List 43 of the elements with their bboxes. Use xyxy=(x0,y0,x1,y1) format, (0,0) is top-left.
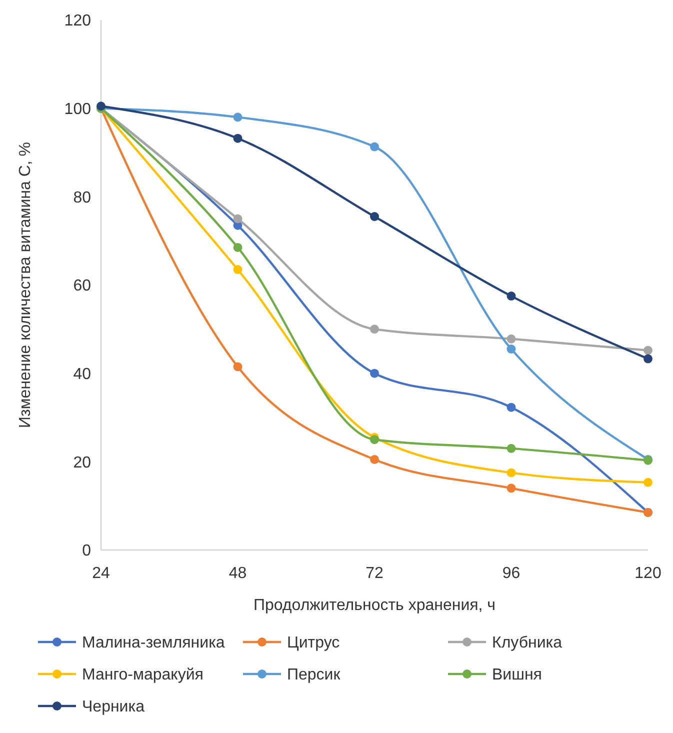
point xyxy=(506,484,516,493)
x-axis-title: Продолжительность хранения, ч xyxy=(253,597,496,614)
legend-label: Малина-земляника xyxy=(82,634,225,652)
point xyxy=(644,478,652,487)
y-tick-label: 120 xyxy=(64,12,92,30)
y-tick-label: 80 xyxy=(73,189,92,206)
y-tick-label: 60 xyxy=(73,278,92,295)
x-tick-label: 120 xyxy=(634,565,662,582)
point xyxy=(233,362,242,372)
point xyxy=(506,292,516,301)
x-tick-label: 96 xyxy=(502,565,520,582)
point xyxy=(233,265,242,274)
point xyxy=(370,142,379,152)
x-tick-label: 24 xyxy=(92,565,110,582)
point xyxy=(233,214,242,224)
y-axis-title: Изменение количества витамина С, % xyxy=(17,142,34,428)
legend-label: Черника xyxy=(82,698,145,716)
y-tick-label: 20 xyxy=(73,454,92,472)
point xyxy=(370,454,379,464)
point xyxy=(370,435,379,444)
point xyxy=(506,344,516,354)
x-tick-label: 48 xyxy=(228,565,247,582)
legend-label: Цитрус xyxy=(287,634,340,652)
point xyxy=(506,402,516,412)
point xyxy=(506,444,516,453)
point xyxy=(644,346,652,355)
legend-label: Клубника xyxy=(492,634,562,652)
legend-label: Персик xyxy=(287,666,342,684)
y-tick-label: 40 xyxy=(73,366,92,383)
y-tick-label: 100 xyxy=(64,100,92,118)
point xyxy=(233,112,242,122)
point xyxy=(370,212,379,222)
point xyxy=(233,242,242,252)
point xyxy=(644,354,652,364)
point xyxy=(370,324,379,334)
x-tick-label: 72 xyxy=(366,565,384,582)
point xyxy=(506,334,516,344)
legend-label: Манго-маракуйя xyxy=(82,666,204,684)
point xyxy=(506,468,516,478)
point xyxy=(233,134,242,143)
point xyxy=(370,368,379,378)
legend-label: Вишня xyxy=(492,666,542,684)
y-tick-label: 0 xyxy=(82,542,92,560)
